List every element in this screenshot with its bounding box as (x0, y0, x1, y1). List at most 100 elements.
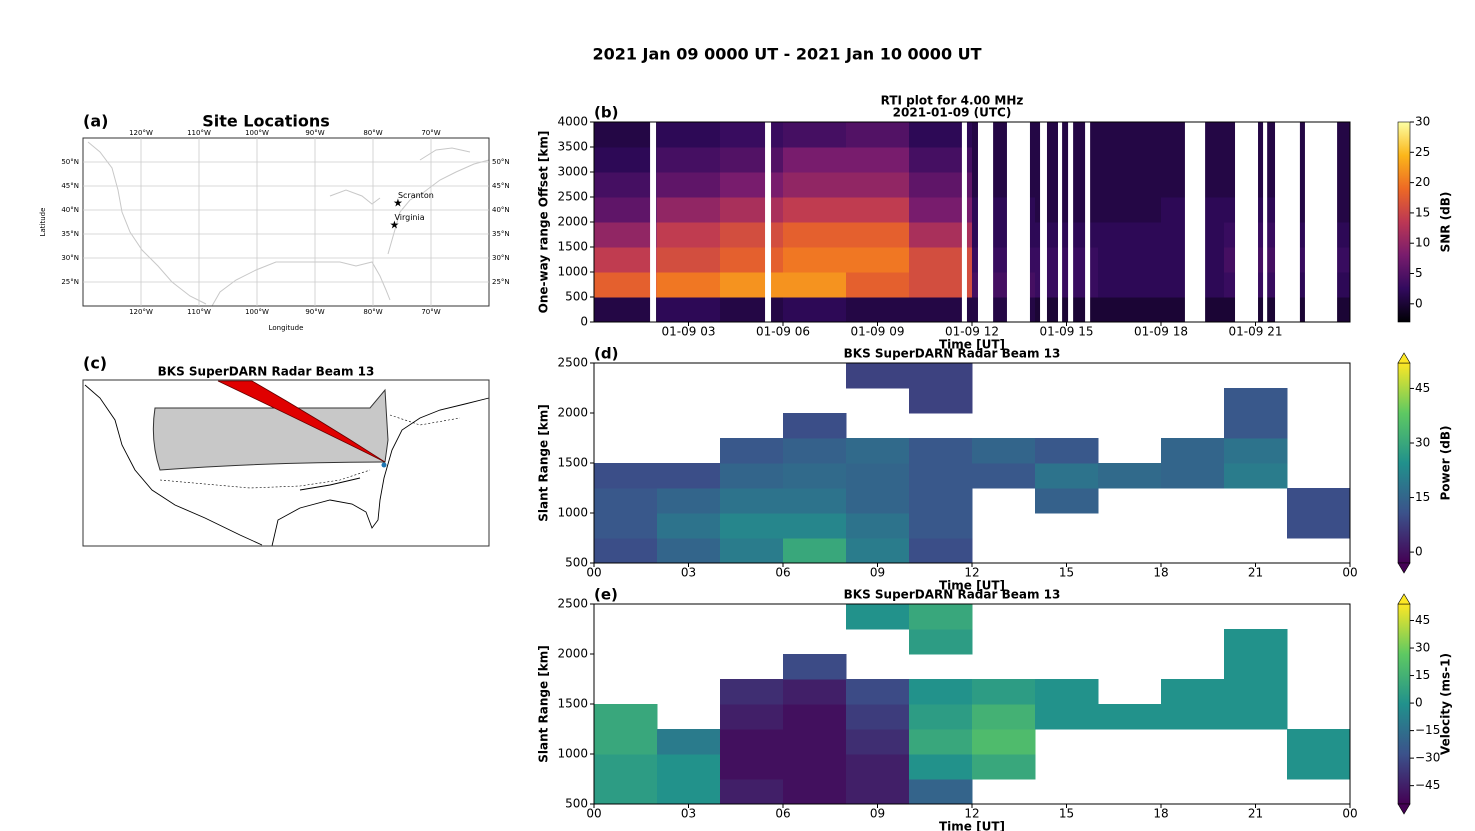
heatmap-cell (909, 704, 973, 730)
colorbar-extend (1397, 803, 1411, 815)
y-tick-label: 1000 (557, 506, 588, 520)
data-gap (1068, 122, 1074, 322)
y-tick-label: 500 (565, 797, 588, 811)
map-title: Site Locations (202, 112, 330, 131)
heatmap-cell (1161, 438, 1225, 464)
x-tick-label: 15 (1059, 807, 1074, 821)
map-frame (82, 379, 490, 547)
heatmap-cell (783, 488, 847, 514)
heatmap-cell (1098, 247, 1162, 273)
heatmap-cell (783, 538, 847, 564)
heatmap-cell (594, 538, 658, 564)
data-gap (1263, 122, 1268, 322)
x-tick-label: 00 (1342, 807, 1357, 821)
y-tick-label: 2500 (557, 190, 588, 204)
heatmap-cell (909, 297, 973, 323)
heatmap-cell (783, 754, 847, 780)
colorbar-tick-label: 30 (1415, 436, 1430, 450)
heatmap-cell (1035, 704, 1099, 730)
heatmap-cell (783, 172, 847, 198)
x-axis-label: Time [UT] (939, 579, 1005, 593)
heatmap-cell (1224, 654, 1288, 680)
heatmap-cell (783, 272, 847, 298)
heatmap-cell (1161, 704, 1225, 730)
y-axis-label: Latitude (39, 208, 47, 237)
heatmap-cell (846, 679, 910, 705)
colorbar-extend (1397, 593, 1411, 605)
heatmap-cell (657, 272, 721, 298)
x-tick-label: 01-09 15 (1040, 325, 1094, 339)
heatmap-cell (594, 729, 658, 755)
heatmap-cell (909, 222, 973, 248)
heatmap-cell (594, 463, 658, 489)
colorbar-extend (1397, 352, 1411, 364)
colorbar (1397, 121, 1411, 323)
heatmap-cell (1098, 222, 1162, 248)
heatmap-cell (1098, 147, 1162, 173)
y-tick-label: 25°N (492, 278, 510, 286)
y-tick-label: 40°N (492, 206, 510, 214)
heatmap-cell (720, 197, 784, 223)
colorbar-tick-label: 25 (1415, 145, 1430, 159)
y-tick-label: 500 (565, 290, 588, 304)
chart-subtitle: 2021-01-09 (UTC) (893, 106, 1012, 120)
x-tick-label: 120°W (129, 129, 153, 137)
heatmap-cell (1098, 297, 1162, 323)
heatmap-cell (720, 704, 784, 730)
heatmap-cell (720, 438, 784, 464)
colorbar-tick-label: 5 (1415, 266, 1423, 280)
y-tick-label: 4000 (557, 115, 588, 129)
heatmap-cell (1224, 438, 1288, 464)
heatmap-cell (1035, 679, 1099, 705)
y-tick-label: 1500 (557, 240, 588, 254)
heatmap-cell (909, 729, 973, 755)
x-tick-label: 01-09 03 (662, 325, 716, 339)
y-tick-label: 45°N (492, 182, 510, 190)
heatmap-cell (720, 538, 784, 564)
x-tick-label: 21 (1248, 566, 1263, 580)
y-tick-label: 2000 (557, 406, 588, 420)
heatmap-cell (783, 297, 847, 323)
heatmap-cell (909, 388, 973, 414)
y-tick-label: 2500 (557, 597, 588, 611)
panel-label: (c) (83, 354, 107, 373)
data-gap (961, 122, 967, 322)
x-axis-label: Longitude (269, 324, 304, 332)
heatmap-cell (1098, 272, 1162, 298)
heatmap-cell (594, 197, 658, 223)
x-tick-label: 15 (1059, 566, 1074, 580)
colorbar-tick-label: 10 (1415, 236, 1430, 250)
x-tick-label: 12 (964, 566, 979, 580)
x-tick-label: 90°W (305, 129, 324, 137)
data-gap (765, 122, 772, 322)
x-tick-label: 06 (775, 566, 790, 580)
x-tick-label: 21 (1248, 807, 1263, 821)
y-tick-label: 1500 (557, 456, 588, 470)
map-c (84, 380, 490, 547)
colorbar-label: Velocity (ms-1) (1439, 653, 1453, 755)
colorbar-tick-label: 0 (1415, 696, 1423, 710)
heatmap-cell (1161, 679, 1225, 705)
x-tick-label: 80°W (363, 308, 382, 316)
panel-label: (b) (594, 104, 618, 122)
heatmap-cell (720, 272, 784, 298)
x-tick-label: 12 (964, 807, 979, 821)
heatmap-cell (846, 513, 910, 539)
x-tick-label: 00 (586, 807, 601, 821)
heatmap-cell (1098, 463, 1162, 489)
heatmap-cell (846, 729, 910, 755)
data-gap (1006, 122, 1030, 322)
heatmap-cell (1287, 729, 1351, 755)
heatmap-cell (846, 438, 910, 464)
heatmap-cell (909, 538, 973, 564)
y-tick-label: 45°N (61, 182, 79, 190)
heatmap-cell (846, 488, 910, 514)
heatmap-cell (972, 679, 1036, 705)
x-tick-label: 01-09 09 (851, 325, 905, 339)
y-tick-label: 1000 (557, 265, 588, 279)
colorbar-tick-label: 15 (1415, 490, 1430, 504)
heatmap-cell (1035, 488, 1099, 514)
x-tick-label: 03 (681, 566, 696, 580)
x-axis-label: Time [UT] (939, 820, 1005, 831)
x-tick-label: 80°W (363, 129, 382, 137)
